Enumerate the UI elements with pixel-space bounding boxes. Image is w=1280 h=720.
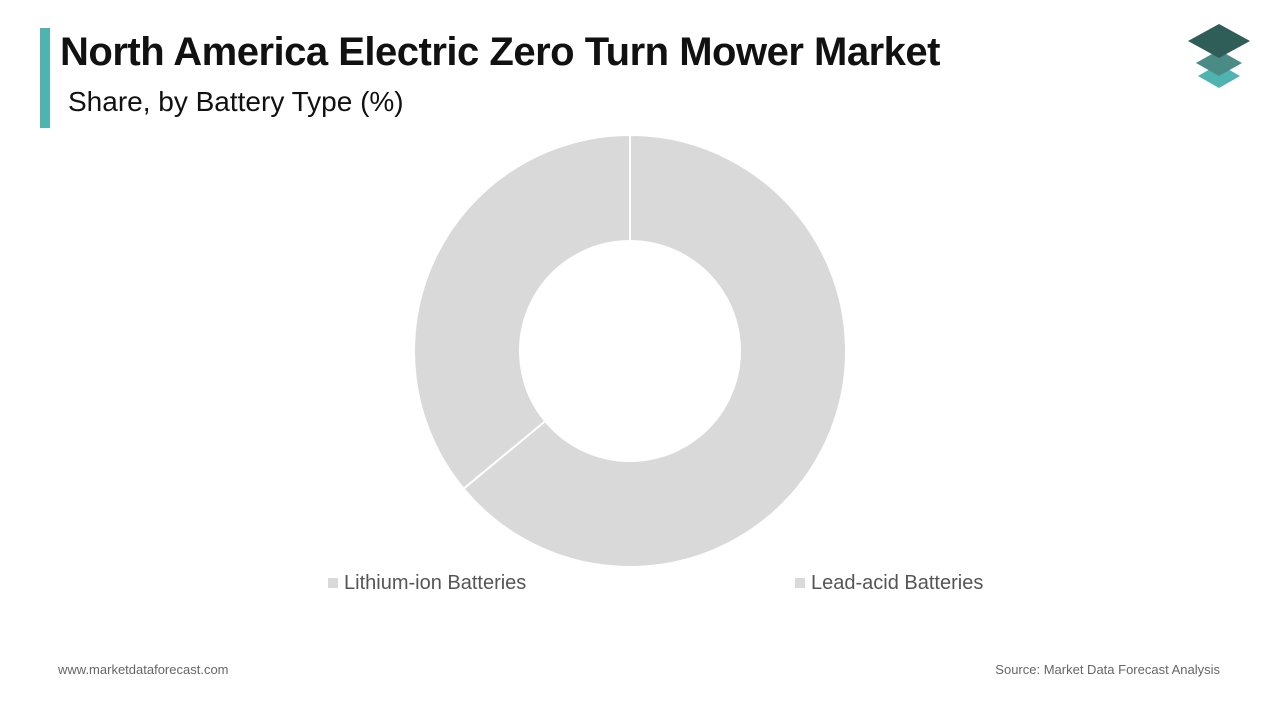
donut-slice-lead-acid-batteries [413, 133, 631, 491]
stacked-layers-icon [1188, 24, 1250, 88]
legend-swatch [795, 578, 805, 588]
legend-item-lead-acid: Lead-acid Batteries [795, 570, 983, 596]
legend-label: Lithium-ion Batteries [344, 571, 527, 594]
footer-website: www.marketdataforecast.com [58, 662, 229, 677]
title-accent-bar [40, 28, 50, 128]
footer-source: Source: Market Data Forecast Analysis [995, 662, 1220, 677]
page-subtitle: Share, by Battery Type (%) [68, 86, 404, 117]
legend-item-lithium-ion: Lithium-ion Batteries [328, 570, 526, 596]
legend-swatch [328, 578, 338, 588]
legend-label: Lead-acid Batteries [811, 571, 984, 594]
page-title: North America Electric Zero Turn Mower M… [60, 30, 940, 74]
donut-slice-lithium-ion-batteries [462, 133, 847, 568]
